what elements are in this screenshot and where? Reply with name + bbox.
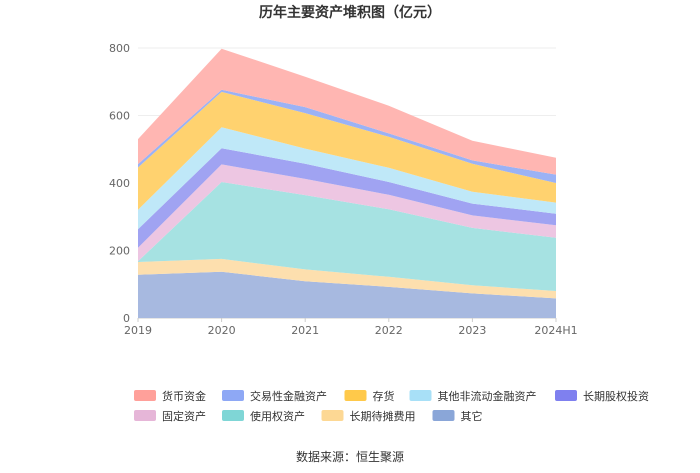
legend-swatch	[134, 390, 156, 401]
y-axis: 0 200 400 600 800	[109, 42, 130, 325]
legend-label: 长期股权投资	[583, 389, 649, 403]
legend-label: 固定资产	[162, 409, 206, 423]
legend-item[interactable]: 长期待摊费用	[321, 409, 416, 423]
y-tick-label: 600	[109, 110, 130, 123]
y-tick-label: 0	[123, 312, 130, 325]
legend-item[interactable]: 交易性金融资产	[222, 389, 327, 403]
x-tick-label: 2024H1	[534, 324, 577, 337]
legend-item[interactable]: 其它	[432, 409, 483, 423]
legend-swatch	[409, 390, 432, 401]
x-tick-label: 2021	[291, 324, 319, 337]
x-tick-label: 2020	[208, 324, 236, 337]
legend-item[interactable]: 存货	[344, 389, 395, 403]
legend-item[interactable]: 货币资金	[134, 389, 206, 403]
legend-swatch	[321, 410, 344, 421]
legend-swatch	[344, 390, 367, 401]
legend-label: 存货	[373, 389, 395, 403]
y-tick-label: 400	[109, 177, 130, 190]
legend-swatch	[555, 390, 577, 401]
x-tick-label: 2019	[124, 324, 152, 337]
legend-item[interactable]: 使用权资产	[222, 409, 305, 423]
legend-swatch	[432, 410, 455, 421]
y-tick-label: 800	[109, 42, 130, 55]
legend-item[interactable]: 长期股权投资	[555, 389, 649, 403]
data-source: 数据来源：恒生聚源	[296, 449, 404, 464]
chart-title: 历年主要资产堆积图（亿元）	[259, 4, 441, 21]
legend-label: 货币资金	[162, 389, 206, 403]
legend-label: 交易性金融资产	[250, 389, 327, 403]
legend-label: 使用权资产	[250, 409, 305, 423]
legend-swatch	[222, 410, 244, 421]
legend-label: 长期待摊费用	[350, 409, 416, 423]
legend-swatch	[134, 410, 156, 421]
legend-item[interactable]: 其他非流动金融资产	[409, 389, 537, 403]
area-货币资金	[138, 48, 556, 175]
area-其它	[138, 271, 556, 318]
x-tick-label: 2022	[375, 324, 403, 337]
legend-item[interactable]: 固定资产	[134, 409, 206, 423]
area-使用权资产	[138, 182, 556, 291]
legend-swatch	[222, 390, 244, 401]
legend-label: 其它	[461, 409, 483, 423]
area-series	[138, 48, 556, 318]
legend-label: 其他非流动金融资产	[438, 389, 537, 403]
area-存货	[138, 91, 556, 210]
x-tick-label: 2023	[458, 324, 486, 337]
x-axis: 2019 2020 2021 2022 2023 2024H1	[124, 318, 578, 337]
area-长期待摊费用	[138, 258, 556, 299]
y-tick-label: 200	[109, 245, 130, 258]
